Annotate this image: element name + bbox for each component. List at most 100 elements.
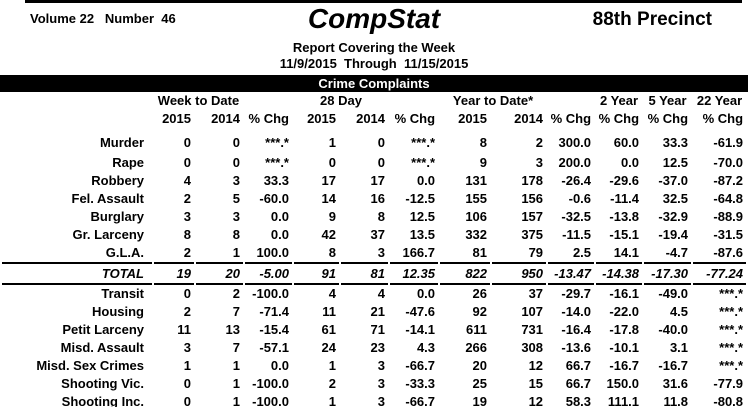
value-cell: -15.1 [609, 227, 640, 242]
subheader-cell: % Chg [647, 111, 689, 126]
subheader-cell: % Chg [248, 111, 289, 126]
value-cell: 1 [232, 376, 240, 391]
row-label: Fel. Assault [71, 191, 144, 206]
volume-number-label: Volume 22 Number 46 [30, 11, 176, 26]
value-cell: -13.8 [609, 209, 640, 224]
value-cell: 7 [232, 340, 240, 355]
value-cell: ***.* [411, 155, 436, 170]
value-cell: -37.0 [658, 173, 689, 188]
group-header-year-to-date: Year to Date* [452, 93, 534, 108]
value-cell: -77.24 [693, 262, 747, 285]
subheader-cell: 2014 [356, 111, 386, 126]
value-cell: 1 [328, 358, 336, 373]
value-cell: 0.0 [416, 286, 436, 301]
subheader-cell: % Chg [598, 111, 640, 126]
total-body: TOTAL 19 20 -5.00 91 81 12.35 822 950 -13.47 -14.3… [2, 262, 747, 285]
value-cell: 71 [370, 322, 386, 337]
value-cell: -60.0 [259, 191, 289, 206]
value-cell: 1 [183, 358, 191, 373]
row-label: Misd. Assault [60, 340, 144, 355]
value-cell: 13 [225, 322, 240, 337]
value-cell: -17.8 [609, 322, 640, 337]
value-cell: 0 [183, 155, 191, 170]
value-cell: 107 [521, 304, 544, 319]
row-label: Misd. Sex Crimes [36, 358, 144, 373]
table-row: Misd. Assault 3 7 -57.1 24 23 4.3 266 308 -13.6 -1… [2, 339, 746, 357]
row-label: Burglary [90, 209, 144, 224]
value-cell: 42 [321, 227, 336, 242]
value-cell: 81 [472, 245, 488, 260]
table-row: Gr. Larceny 8 8 0.0 42 37 13.5 332 375 -11.5 -15.1… [2, 226, 746, 244]
value-cell: -12.5 [405, 191, 436, 206]
value-cell: 14.1 [613, 245, 640, 260]
subheader-cell: % Chg [702, 111, 744, 126]
value-cell: 3 [377, 394, 386, 407]
value-cell: 2 [183, 245, 191, 260]
value-cell: -71.4 [259, 304, 289, 319]
value-cell: -16.7 [609, 358, 640, 373]
value-cell: 300.0 [558, 135, 592, 150]
value-cell: 61 [321, 322, 336, 337]
value-cell: -87.2 [713, 173, 744, 188]
value-cell: 4 [183, 173, 191, 188]
subheader-cell: 2015 [162, 111, 191, 126]
value-cell: 15 [528, 376, 544, 391]
value-cell: 106 [465, 209, 488, 224]
value-cell: 26 [472, 286, 488, 301]
value-cell: -57.1 [259, 340, 289, 355]
value-cell: 3 [377, 358, 386, 373]
value-cell: 0.0 [270, 358, 289, 373]
value-cell: -13.6 [561, 340, 592, 355]
value-cell: 7 [232, 304, 240, 319]
value-cell: -88.9 [713, 209, 744, 224]
value-cell: -49.0 [658, 286, 689, 301]
value-cell: -14.1 [405, 322, 436, 337]
subheader-cell: 2015 [458, 111, 488, 126]
value-cell: 8 [232, 227, 240, 242]
value-cell: 200.0 [558, 155, 592, 170]
value-cell: 3 [183, 209, 191, 224]
value-cell: 81 [341, 262, 389, 285]
value-cell: 13.5 [409, 227, 436, 242]
value-cell: ***.* [719, 340, 744, 355]
value-cell: 8 [328, 245, 336, 260]
value-cell: ***.* [265, 155, 289, 170]
subheader-cell: 2015 [307, 111, 336, 126]
value-cell: 3 [232, 209, 240, 224]
value-cell: 0 [183, 135, 191, 150]
value-cell: 2 [232, 286, 240, 301]
value-cell: ***.* [411, 135, 436, 150]
value-cell: -64.8 [713, 191, 744, 206]
table-row: Rape 0 0 ***.* 0 0 ***.* 9 3 200.0 0.0 12.5 -70.0 [2, 154, 746, 172]
value-cell: -100.0 [252, 286, 289, 301]
row-label: Transit [101, 286, 144, 301]
value-cell: 66.7 [565, 358, 592, 373]
compstat-title: CompStat [307, 3, 441, 34]
value-cell: 8 [183, 227, 191, 242]
value-cell: -4.7 [665, 245, 689, 260]
value-cell: 950 [492, 262, 547, 285]
value-cell: 9 [328, 209, 336, 224]
crime-complaints-table: Week to Date 28 Day Year to Date* 2 Year… [0, 92, 748, 407]
row-label: Shooting Inc. [61, 394, 144, 407]
value-cell: 2 [328, 376, 336, 391]
table-row: Shooting Vic. 0 1 -100.0 2 3 -33.3 25 15 66.7 150.… [2, 375, 746, 393]
table-row: Burglary 3 3 0.0 9 8 12.5 106 157 -32.5 -13.8 -32.9… [2, 208, 746, 226]
value-cell: ***.* [719, 358, 744, 373]
value-cell: 79 [528, 245, 544, 260]
value-cell: 1 [232, 245, 240, 260]
value-cell: 17 [370, 173, 386, 188]
value-cell: 2.5 [572, 245, 592, 260]
value-cell: -17.30 [644, 262, 692, 285]
empty-header-cell [2, 110, 152, 128]
value-cell: -100.0 [252, 376, 289, 391]
value-cell: 4 [328, 286, 336, 301]
table-row: Fel. Assault 2 5 -60.0 14 16 -12.5 155 156 -0.6 -1… [2, 190, 746, 208]
value-cell: 32.5 [662, 191, 689, 206]
row-label: Housing [92, 304, 144, 319]
top-rule-divider [25, 0, 742, 3]
report-subtitle-line2: 11/9/2015 Through 11/15/2015 [279, 56, 469, 71]
value-cell: -26.4 [561, 173, 592, 188]
value-cell: 0 [183, 376, 191, 391]
value-cell: 12.5 [662, 155, 689, 170]
